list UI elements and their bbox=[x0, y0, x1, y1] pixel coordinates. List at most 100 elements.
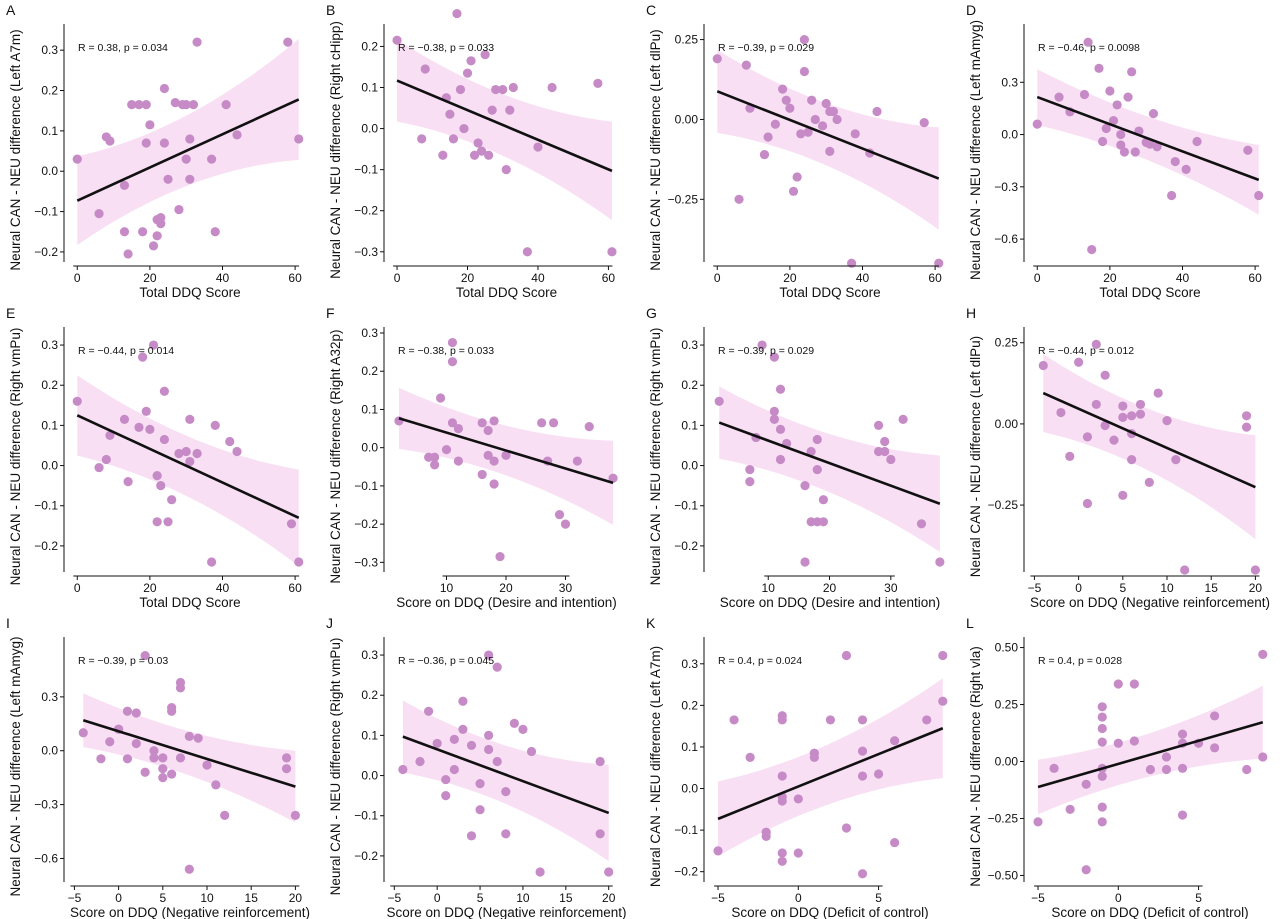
x-tick-label: 10 bbox=[516, 891, 530, 905]
x-axis-label: Score on DDQ (Deficit of control) bbox=[1051, 905, 1248, 919]
data-point bbox=[159, 138, 169, 148]
data-point bbox=[757, 340, 767, 350]
confidence-band bbox=[717, 49, 939, 230]
data-point bbox=[1129, 679, 1139, 689]
x-axis-label: Total DDQ Score bbox=[139, 595, 240, 610]
data-point bbox=[489, 416, 499, 426]
data-point bbox=[1145, 139, 1155, 149]
data-point bbox=[501, 829, 511, 839]
data-point bbox=[148, 241, 159, 251]
panel-c: −0.25 0.00 0.25 0 20 40 60 Total DDQ Score Neura… bbox=[646, 2, 944, 300]
x-axis-label: Score on DDQ (Desire and intention) bbox=[396, 595, 617, 610]
confidence-band bbox=[719, 386, 940, 552]
confidence-band bbox=[397, 39, 612, 221]
stat-annotation: R = −0.44, p = 0.014 bbox=[78, 345, 174, 357]
y-tick-label: 0.1 bbox=[681, 740, 698, 754]
y-tick-label: −0.2 bbox=[354, 517, 378, 531]
data-point bbox=[919, 118, 929, 128]
x-tick-label: 0 bbox=[74, 581, 81, 595]
data-point bbox=[281, 753, 292, 763]
data-point bbox=[475, 805, 485, 815]
data-point bbox=[537, 418, 547, 428]
data-point bbox=[1210, 743, 1220, 753]
confidence-band bbox=[77, 375, 299, 566]
data-point bbox=[548, 418, 559, 428]
data-point bbox=[799, 34, 810, 45]
data-point bbox=[1210, 711, 1220, 721]
data-point bbox=[1109, 435, 1119, 445]
data-point bbox=[447, 418, 458, 428]
data-point bbox=[604, 867, 614, 877]
data-point bbox=[466, 740, 477, 751]
panel-letter: J bbox=[326, 615, 333, 631]
x-tick-label: 40 bbox=[216, 581, 230, 595]
data-point bbox=[898, 414, 908, 424]
data-point bbox=[430, 452, 440, 462]
data-point bbox=[745, 752, 755, 762]
data-point bbox=[809, 752, 819, 762]
data-point bbox=[1258, 649, 1268, 659]
x-tick-label: 0 bbox=[74, 271, 81, 285]
data-point bbox=[445, 109, 455, 119]
data-point bbox=[185, 414, 195, 424]
y-tick-label: 0.0 bbox=[361, 441, 378, 455]
panel-letter: L bbox=[966, 615, 974, 631]
data-point bbox=[1170, 156, 1180, 167]
x-tick-label: 0 bbox=[1115, 891, 1122, 905]
data-point bbox=[857, 771, 868, 781]
y-tick-label: 0.3 bbox=[41, 690, 58, 704]
data-point bbox=[184, 731, 194, 741]
regression-line bbox=[1042, 391, 1256, 489]
y-tick-label: −0.3 bbox=[994, 180, 1018, 194]
x-tick-label: 5 bbox=[477, 891, 484, 905]
x-tick-label: 60 bbox=[602, 271, 616, 285]
data-point bbox=[1074, 357, 1084, 367]
data-point bbox=[607, 247, 617, 257]
data-point bbox=[158, 753, 168, 763]
stat-annotation: R = 0.38, p = 0.034 bbox=[78, 42, 168, 54]
data-point bbox=[1033, 817, 1043, 827]
data-point bbox=[145, 120, 155, 130]
data-point bbox=[729, 715, 739, 725]
x-tick-label: 15 bbox=[559, 891, 573, 905]
data-point bbox=[769, 414, 779, 424]
data-point bbox=[188, 100, 199, 110]
data-point bbox=[1258, 752, 1268, 762]
data-point bbox=[769, 406, 779, 416]
x-axis-label: Score on DDQ (Desire and intention) bbox=[720, 595, 941, 610]
data-point bbox=[818, 517, 829, 527]
data-point bbox=[1130, 147, 1140, 157]
data-point bbox=[105, 136, 115, 146]
data-point bbox=[466, 831, 477, 841]
data-point bbox=[1148, 109, 1159, 119]
data-point bbox=[141, 138, 151, 148]
y-tick-label: −0.25 bbox=[668, 192, 699, 206]
data-point bbox=[127, 100, 137, 110]
data-point bbox=[441, 774, 451, 785]
data-point bbox=[761, 827, 771, 837]
panel-letter: H bbox=[966, 305, 976, 321]
data-point bbox=[785, 103, 795, 113]
x-axis-label: Total DDQ Score bbox=[1099, 285, 1200, 300]
data-point bbox=[535, 867, 545, 877]
data-point bbox=[554, 509, 565, 520]
y-tick-label: −0.2 bbox=[34, 245, 58, 259]
data-point bbox=[1038, 360, 1048, 371]
y-tick-label: 0.1 bbox=[361, 81, 378, 95]
confidence-band bbox=[1038, 685, 1263, 815]
data-point bbox=[745, 464, 755, 475]
x-tick-label: 0 bbox=[115, 891, 122, 905]
data-point bbox=[447, 337, 458, 348]
data-point bbox=[1079, 89, 1090, 100]
x-axis-label: Score on DDQ (Negative reinforcement) bbox=[386, 905, 626, 919]
data-point bbox=[518, 724, 528, 734]
y-tick-label: 0.0 bbox=[361, 122, 378, 136]
data-point bbox=[526, 746, 537, 757]
data-point bbox=[489, 479, 499, 489]
y-tick-label: −0.1 bbox=[674, 499, 698, 513]
x-tick-label: 5 bbox=[1195, 891, 1202, 905]
data-point bbox=[595, 756, 605, 767]
